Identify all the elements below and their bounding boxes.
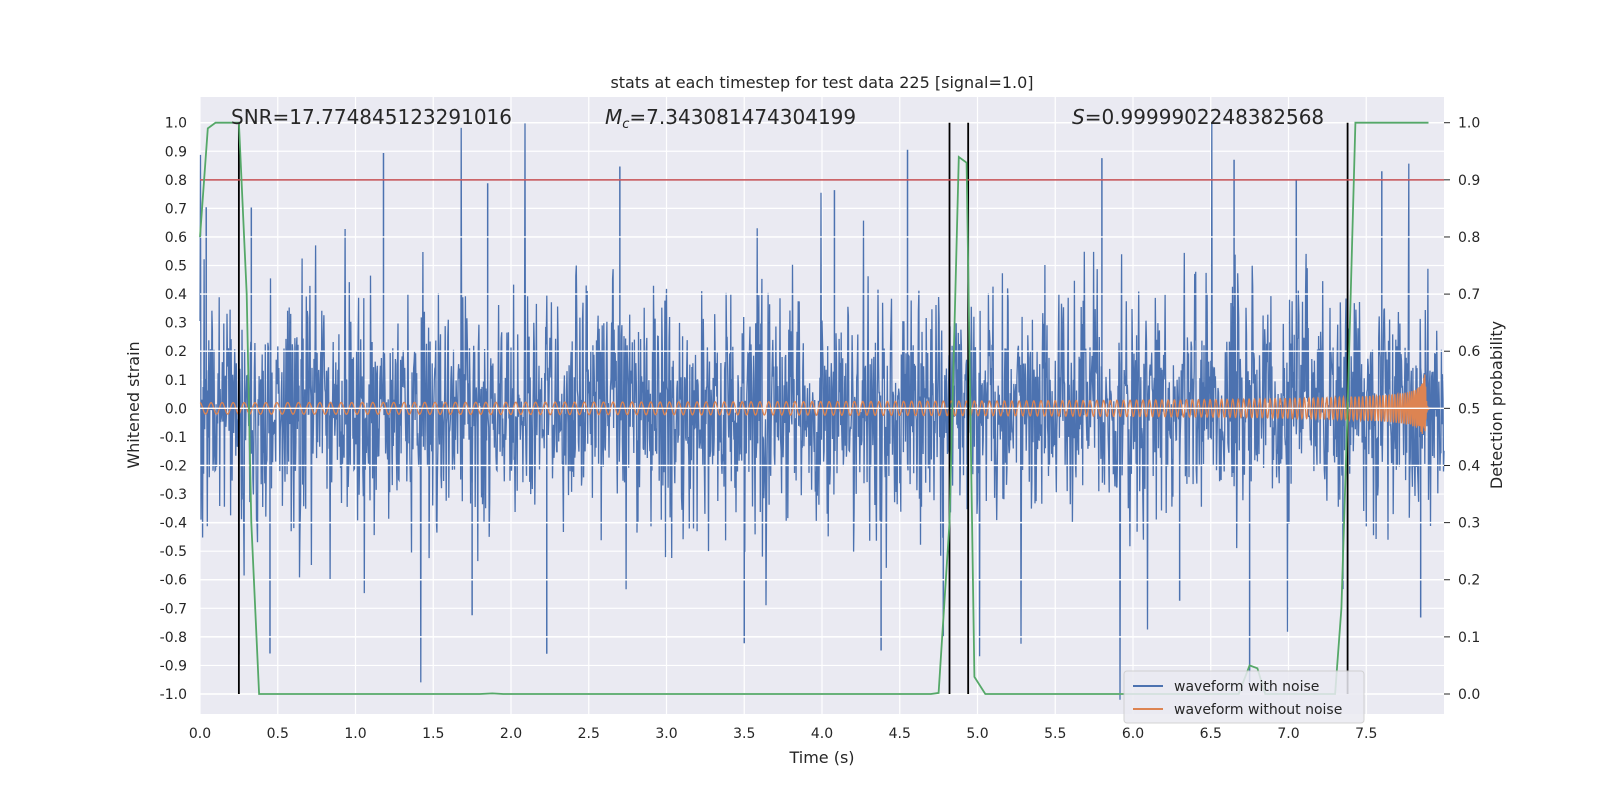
y-left-tick-label: 0.8 xyxy=(165,173,187,189)
y-axis-label-right: Detection probability xyxy=(1487,321,1506,489)
y-left-tick-label: -1.0 xyxy=(160,687,187,703)
y-right-tick-label: 0.0 xyxy=(1458,687,1480,703)
legend-box xyxy=(1123,670,1365,724)
y-left-tick-label: -0.2 xyxy=(160,458,187,474)
legend-label-noise: waveform with noise xyxy=(1174,679,1319,695)
y-left-tick-label: 0.6 xyxy=(165,230,187,246)
y-right-tick-label: 1.0 xyxy=(1458,116,1480,132)
y-right-tick-label: 0.5 xyxy=(1458,401,1480,417)
x-tick-label: 5.0 xyxy=(966,726,988,742)
y-left-tick-label: -0.3 xyxy=(160,487,187,503)
y-left-tick-label: 0.3 xyxy=(165,316,187,332)
y-left-tick-label: 0.0 xyxy=(165,401,187,417)
y-left-tick-label: -0.7 xyxy=(160,601,187,617)
y-left-tick-label: 1.0 xyxy=(165,116,187,132)
series-waveform-with-noise xyxy=(199,122,1445,700)
x-axis-label: Time (s) xyxy=(788,748,854,767)
y-left-tick-label: -0.8 xyxy=(160,630,187,646)
y-left-tick-label: -0.1 xyxy=(160,430,187,446)
score-annotation: S=0.9999902248382568 xyxy=(1072,105,1324,129)
x-tick-label: 5.5 xyxy=(1044,726,1066,742)
y-left-tick-label: -0.6 xyxy=(160,573,187,589)
y-left-tick-label: -0.4 xyxy=(160,516,187,532)
y-right-tick-label: 0.7 xyxy=(1458,287,1480,303)
y-left-tick-label: 0.9 xyxy=(165,144,187,160)
x-tick-label: 2.0 xyxy=(500,726,522,742)
x-tick-label: 2.5 xyxy=(578,726,600,742)
x-tick-label: 1.0 xyxy=(344,726,366,742)
x-tick-label: 1.5 xyxy=(422,726,444,742)
y-left-tick-label: -0.5 xyxy=(160,544,187,560)
score-symbol: S xyxy=(1072,105,1085,129)
noise-waveform-layer xyxy=(199,122,1445,700)
legend: waveform with noise waveform without noi… xyxy=(1123,670,1365,724)
legend-label-clean: waveform without noise xyxy=(1174,702,1342,718)
y-left-tick-label: 0.2 xyxy=(165,344,187,360)
y-right-tick-label: 0.8 xyxy=(1458,230,1480,246)
x-tick-label: 6.0 xyxy=(1122,726,1144,742)
x-tick-label: 7.0 xyxy=(1277,726,1299,742)
series-waveform-without-noise xyxy=(199,374,1432,435)
y-right-tick-label: 0.4 xyxy=(1458,458,1480,474)
y-right-tick-label: 0.2 xyxy=(1458,573,1480,589)
clean-waveform-layer xyxy=(199,374,1432,435)
x-tick-label: 0.0 xyxy=(189,726,211,742)
chirp-mass-subscript: c xyxy=(622,117,629,132)
y-left-tick-label: -0.9 xyxy=(160,658,187,674)
chirp-mass-annotation: Mc=7.343081474304199 xyxy=(605,105,856,132)
chart-title: stats at each timestep for test data 225… xyxy=(610,73,1033,92)
x-tick-label: 0.5 xyxy=(267,726,289,742)
y-left-tick-label: 0.5 xyxy=(165,259,187,275)
y-right-tick-label: 0.3 xyxy=(1458,516,1480,532)
x-tick-label: 4.0 xyxy=(811,726,833,742)
x-tick-label: 7.5 xyxy=(1355,726,1377,742)
y-left-tick-label: 0.4 xyxy=(165,287,187,303)
chirp-mass-value: =7.343081474304199 xyxy=(629,105,856,129)
x-tick-label: 6.5 xyxy=(1200,726,1222,742)
snr-annotation: SNR=17.774845123291016 xyxy=(231,105,512,129)
x-tick-label: 3.0 xyxy=(655,726,677,742)
y-right-tick-label: 0.6 xyxy=(1458,344,1480,360)
y-left-tick-label: 0.7 xyxy=(165,201,187,217)
chirp-mass-symbol: M xyxy=(605,105,622,129)
y-right-tick-label: 0.1 xyxy=(1458,630,1480,646)
x-tick-label: 4.5 xyxy=(889,726,911,742)
score-value: =0.9999902248382568 xyxy=(1085,105,1324,129)
axis-layer: 0.0 0.5 1.0 1.5 2.0 2.5 3.0 3.5 4.0 4.5 5.0 5.5 6.0 6… xyxy=(160,116,1481,742)
x-tick-label: 3.5 xyxy=(733,726,755,742)
y-left-tick-label: 0.1 xyxy=(165,373,187,389)
y-axis-label-left: Whitened strain xyxy=(124,341,143,468)
y-right-tick-label: 0.9 xyxy=(1458,173,1480,189)
